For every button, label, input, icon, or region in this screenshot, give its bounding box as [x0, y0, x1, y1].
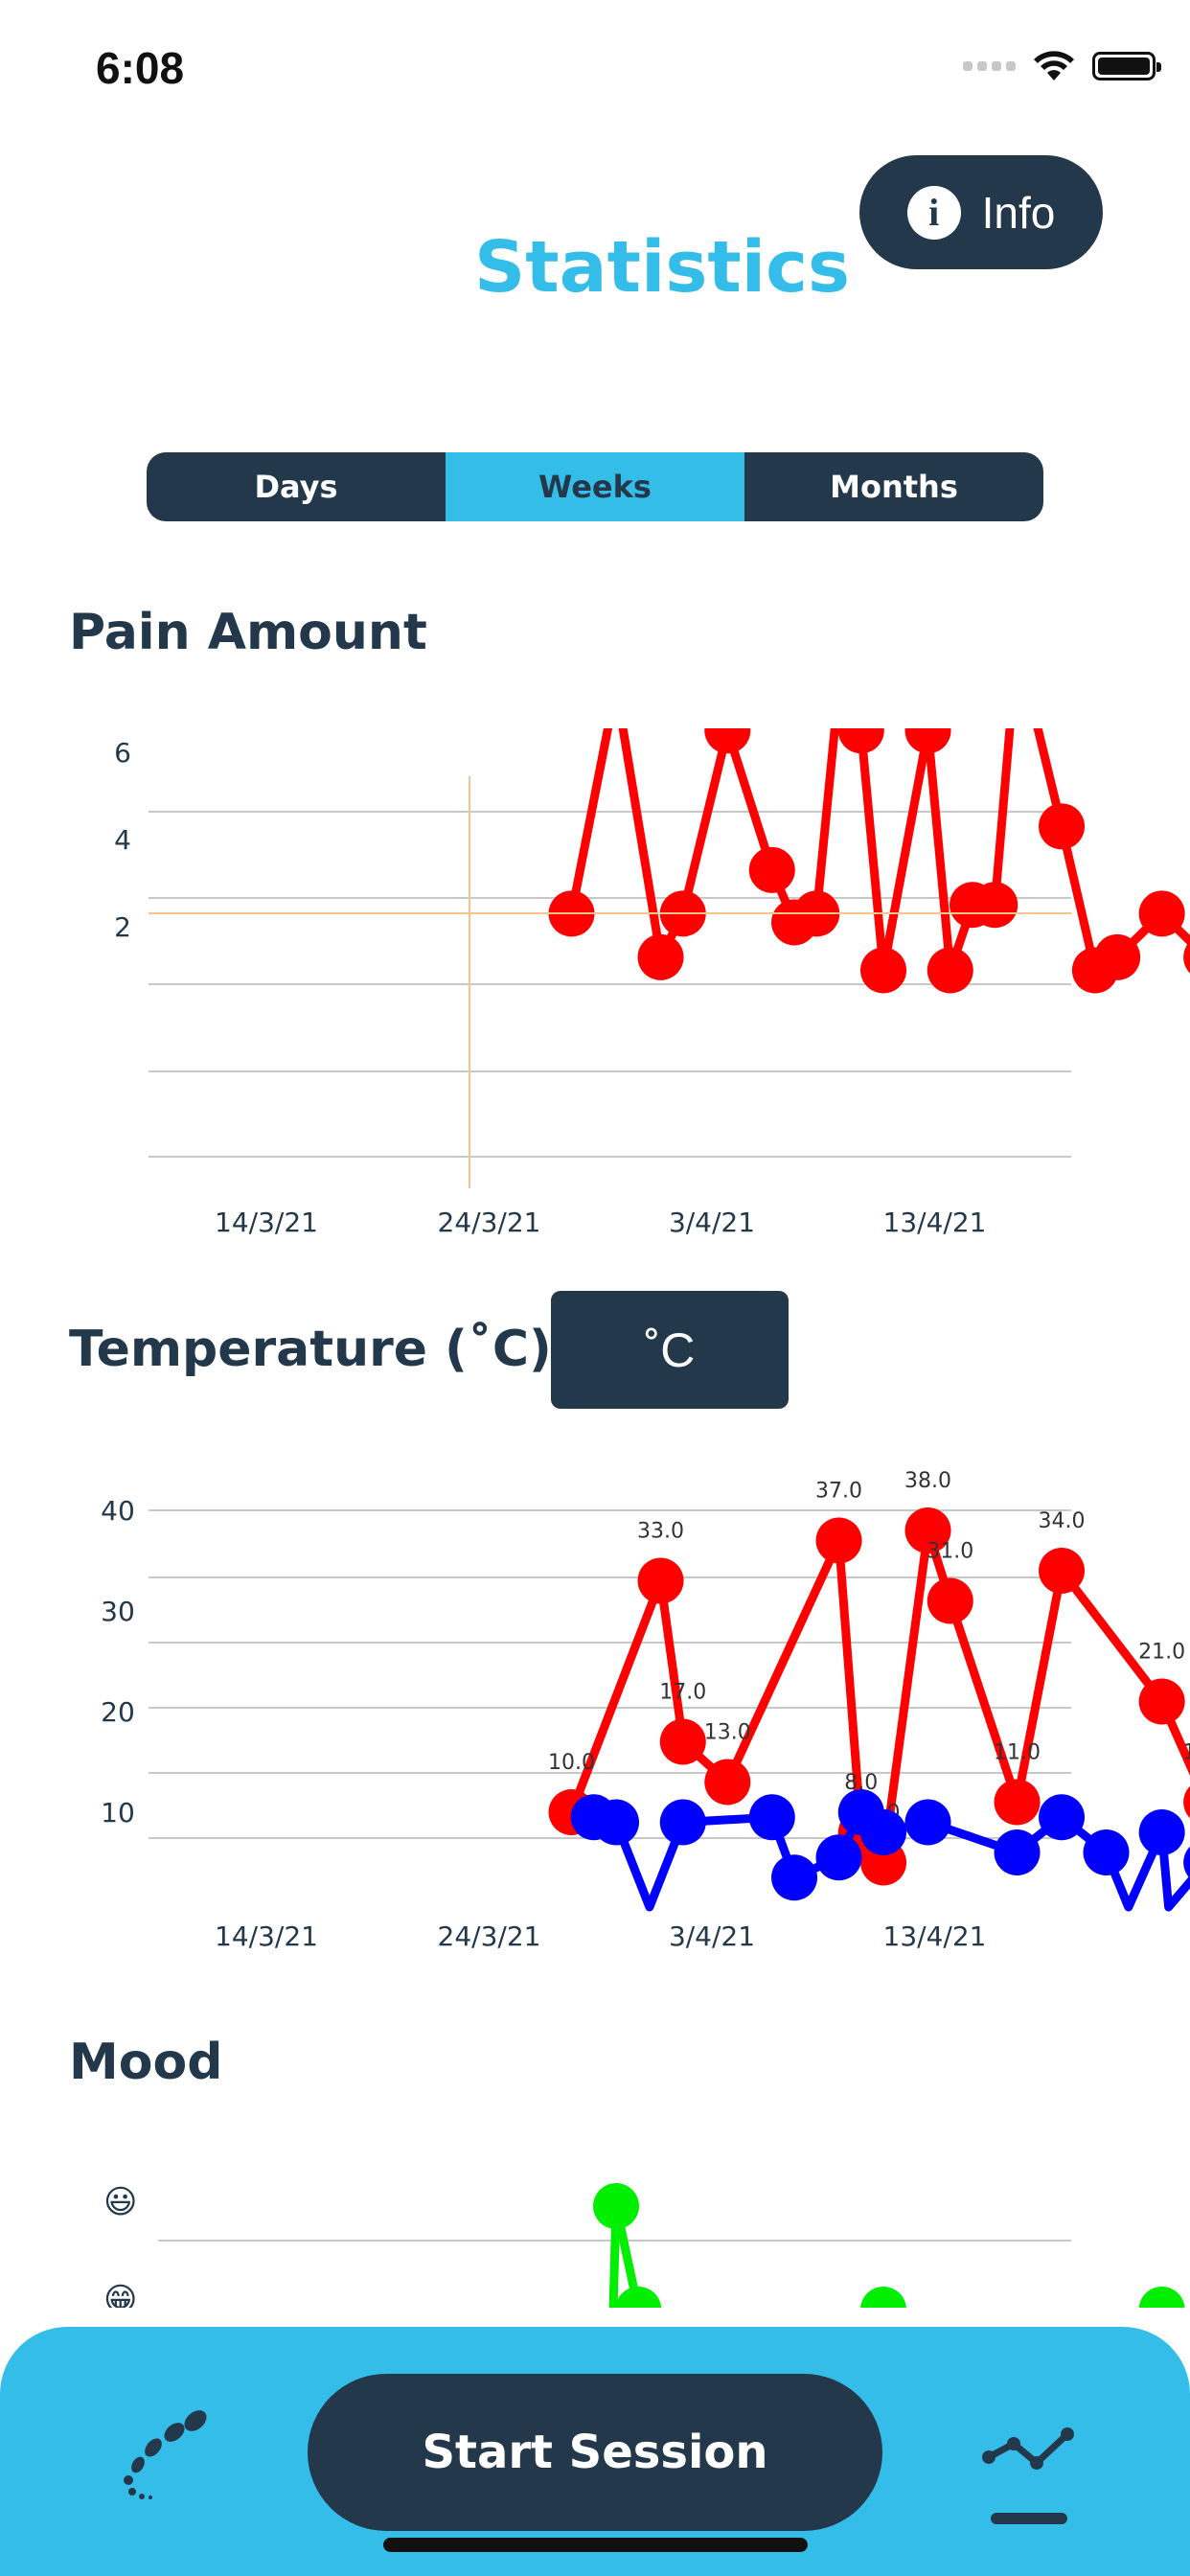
- data-point: [1183, 1785, 1190, 1819]
- x-tick-label: 3/4/21: [669, 1920, 755, 1952]
- mood-happy-icon: 😃: [103, 2183, 138, 2221]
- data-point: [860, 2287, 906, 2308]
- data-label: 38.0: [904, 1469, 951, 1493]
- data-point: [615, 2287, 662, 2308]
- data-point: [972, 882, 1018, 929]
- mood-grin-icon: 😁: [103, 2281, 138, 2308]
- y-tick-label: 30: [101, 1596, 135, 1627]
- statistics-chart-icon[interactable]: [981, 2423, 1077, 2528]
- data-point: [860, 1809, 907, 1855]
- data-point: [815, 1517, 862, 1564]
- page-title: Statistics: [473, 226, 851, 309]
- info-button[interactable]: i Info: [859, 155, 1103, 269]
- home-indicator: [383, 2538, 808, 2552]
- data-point: [1083, 1829, 1130, 1875]
- data-point: [637, 1557, 684, 1604]
- data-point: [659, 1799, 706, 1846]
- data-label: 31.0: [927, 1540, 973, 1564]
- data-label: 11.0: [994, 1741, 1041, 1765]
- segment-weeks[interactable]: Weeks: [446, 452, 744, 521]
- segment-months[interactable]: Months: [830, 469, 958, 505]
- data-point: [994, 1779, 1041, 1826]
- data-point: [704, 1759, 751, 1806]
- data-label: 34.0: [1039, 1509, 1086, 1533]
- x-tick-label: 24/3/21: [438, 1920, 541, 1952]
- y-tick-label: 20: [101, 1696, 135, 1728]
- data-point: [593, 2183, 640, 2229]
- data-point: [1183, 941, 1190, 974]
- start-session-button[interactable]: Start Session: [308, 2374, 882, 2531]
- data-label: 21.0: [1138, 1641, 1185, 1665]
- data-point: [994, 1829, 1041, 1875]
- data-point: [593, 1799, 640, 1846]
- info-circle-icon: i: [906, 185, 961, 240]
- y-tick-label: 2: [114, 911, 131, 943]
- temperature-chart[interactable]: 10 20 30 40 14/3/21 24/3/21 3/4/21 13/4/21 10.0 3…: [0, 1457, 1190, 1955]
- battery-icon: [1092, 52, 1161, 80]
- data-point: [1094, 933, 1141, 980]
- data-point: [1138, 1678, 1185, 1725]
- data-point: [1138, 1809, 1185, 1855]
- data-label: 10.0: [548, 1751, 595, 1775]
- segment-days[interactable]: Days: [254, 469, 338, 505]
- y-tick-label: 6: [114, 737, 131, 769]
- data-point: [815, 1834, 862, 1881]
- x-tick-label: 13/4/21: [883, 1207, 987, 1238]
- data-label: 37.0: [815, 1480, 862, 1504]
- data-point: [904, 728, 951, 754]
- cellular-signal-icon: [963, 61, 1016, 71]
- data-point: [927, 1577, 973, 1624]
- data-point: [1138, 890, 1185, 937]
- data-point: [771, 1854, 818, 1901]
- session-path-icon[interactable]: [107, 2407, 213, 2503]
- status-icons: [963, 50, 1161, 82]
- data-point: [748, 846, 795, 893]
- x-tick-label: 14/3/21: [215, 1207, 318, 1238]
- period-segmented-control: Days Weeks Months: [147, 452, 1043, 521]
- data-point: [1039, 1548, 1086, 1594]
- pain-amount-heading: Pain Amount: [69, 604, 427, 661]
- y-tick-label: 4: [114, 824, 131, 856]
- data-point: [1183, 1846, 1190, 1879]
- y-tick-label: 40: [101, 1495, 135, 1527]
- series-line: [567, 728, 1190, 975]
- data-point: [1039, 1794, 1086, 1841]
- x-tick-label: 3/4/21: [669, 1207, 755, 1238]
- data-label: 17.0: [659, 1681, 706, 1705]
- data-point: [748, 1794, 795, 1841]
- data-point: [927, 947, 973, 994]
- mood-chart[interactable]: [0, 2137, 1190, 2308]
- data-point: [659, 1718, 706, 1765]
- mood-heading: Mood: [69, 2034, 223, 2091]
- x-tick-label: 24/3/21: [438, 1207, 541, 1238]
- data-label: 11.0: [1183, 1741, 1190, 1765]
- data-point: [704, 728, 751, 754]
- x-tick-label: 14/3/21: [215, 1920, 318, 1952]
- data-point: [1039, 803, 1086, 850]
- data-point: [904, 1799, 951, 1846]
- status-time: 6:08: [96, 43, 185, 93]
- y-tick-label: 10: [101, 1797, 135, 1828]
- x-tick-label: 13/4/21: [883, 1920, 987, 1952]
- data-point: [1138, 2287, 1185, 2308]
- data-label: 13.0: [704, 1721, 751, 1745]
- data-point: [837, 728, 884, 754]
- data-point: [860, 947, 907, 994]
- data-point: [904, 1507, 951, 1553]
- data-label: 33.0: [637, 1520, 684, 1544]
- info-button-label: Info: [981, 187, 1056, 238]
- temperature-heading: Temperature (˚C): [69, 1321, 552, 1378]
- data-point: [637, 933, 684, 980]
- wifi-icon: [1034, 51, 1074, 80]
- temperature-unit-button[interactable]: ˚C: [551, 1291, 789, 1409]
